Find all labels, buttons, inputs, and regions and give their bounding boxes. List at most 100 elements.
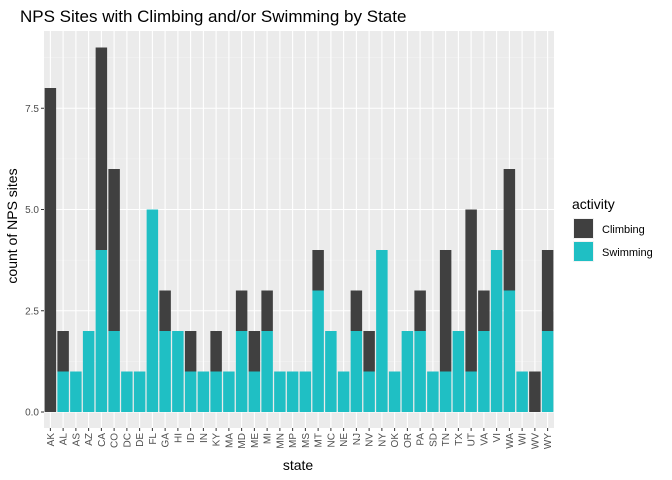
x-tick-label: AS [71,433,82,447]
bar-climbing-ut [465,209,477,372]
x-tick-label: IN [199,433,210,443]
y-tick-label: 2.5 [25,306,39,317]
bar-swimming-mi [261,331,273,412]
bar-climbing-ca [95,47,108,250]
bar-swimming-wy [541,331,554,412]
x-tick-label: CO [110,433,121,448]
x-tick-label: VA [479,433,490,446]
bar-swimming-fl [146,209,159,412]
bar-swimming-hi [172,331,184,412]
legend-title: activity [572,196,615,212]
y-tick-label: 7.5 [25,104,39,115]
bar-swimming-co [108,331,120,412]
bar-swimming-wa [503,290,516,412]
bar-swimming-tn [439,371,452,412]
x-tick-label: ME [250,433,261,448]
y-axis-title: count of NPS sites [4,168,20,283]
x-axis-title: state [283,457,314,473]
bar-climbing-al [57,331,69,372]
bar-swimming-pa [414,331,426,412]
x-tick-label: DC [122,433,133,447]
x-tick-label: AL [59,433,70,446]
bar-climbing-mt [312,250,324,291]
x-tick-label: OR [403,433,414,448]
bars [44,47,554,412]
x-tick-label: UT [467,433,478,446]
bar-climbing-nv [363,331,375,372]
x-tick-label: AZ [84,433,95,446]
legend-label-climbing: Climbing [602,224,645,236]
x-tick-label: ID [186,433,197,443]
x-tick-label: WV [530,433,541,449]
bar-swimming-mn [274,371,286,412]
x-tick-label: NY [377,433,388,447]
bar-climbing-ak [44,88,57,412]
bar-swimming-ok [388,371,401,412]
x-tick-label: NE [339,433,350,447]
x-tick-label: GA [161,433,172,448]
bar-climbing-wy [541,250,554,331]
x-tick-label: WI [518,433,529,445]
x-tick-label: PA [416,433,427,446]
x-tick-label: NJ [352,433,363,445]
bar-swimming-in [197,371,210,412]
x-tick-label: WA [505,433,516,449]
bar-swimming-ky [210,371,222,412]
bar-swimming-md [235,331,248,412]
x-tick-label: KY [212,433,223,447]
bar-swimming-mp [286,371,299,412]
bar-climbing-pa [414,290,426,331]
x-tick-label: NV [365,433,376,447]
x-tick-label: AK [46,433,57,447]
bar-swimming-dc [121,371,133,412]
x-axis: AK AL AS AZ CA CO DC DE FL GA HI ID IN KY MA MD ME MI MN MP… [46,428,554,449]
bar-climbing-nj [350,290,363,331]
chart-title: NPS Sites with Climbing and/or Swimming … [20,7,406,26]
bar-climbing-ga [159,290,171,331]
x-tick-label: MI [263,433,274,444]
bar-climbing-tn [439,250,452,372]
panel-background [44,31,554,428]
bar-climbing-wa [503,169,516,291]
y-axis: 0.0 2.5 5.0 7.5 [25,104,44,419]
bar-swimming-az [82,331,95,412]
bar-swimming-ut [465,371,477,412]
x-tick-label: WY [543,433,554,449]
x-tick-label: HI [173,433,184,443]
x-tick-label: NC [326,433,337,447]
bar-swimming-id [184,371,197,412]
bar-climbing-id [184,331,197,372]
x-tick-label: MA [224,433,235,448]
bar-climbing-mi [261,290,273,331]
legend-key-swimming [574,242,593,261]
bar-swimming-de [133,371,146,412]
bar-climbing-co [108,169,120,331]
bar-climbing-md [235,290,248,331]
x-tick-label: MP [288,433,299,448]
bar-swimming-va [478,331,490,412]
bar-swimming-nc [325,331,337,412]
bar-swimming-ms [299,371,312,412]
x-tick-label: MD [237,433,248,449]
bar-swimming-me [248,371,261,412]
plot-panel [44,31,554,428]
x-tick-label: OK [390,433,401,448]
x-tick-label: TX [454,433,465,446]
bar-swimming-ny [376,250,388,412]
x-tick-label: DE [135,433,146,447]
bar-swimming-nv [363,371,375,412]
bar-swimming-nj [350,331,363,412]
x-tick-label: SD [428,433,439,447]
bar-swimming-ga [159,331,171,412]
bar-climbing-wv [529,371,541,412]
bar-swimming-ne [337,371,350,412]
bar-swimming-wi [516,371,528,412]
bar-swimming-mt [312,290,324,412]
bar-swimming-as [70,371,82,412]
x-tick-label: MS [301,433,312,448]
x-tick-label: VI [492,433,503,442]
x-tick-label: MT [314,433,325,447]
x-tick-label: FL [148,433,159,445]
y-tick-label: 5.0 [25,205,39,216]
